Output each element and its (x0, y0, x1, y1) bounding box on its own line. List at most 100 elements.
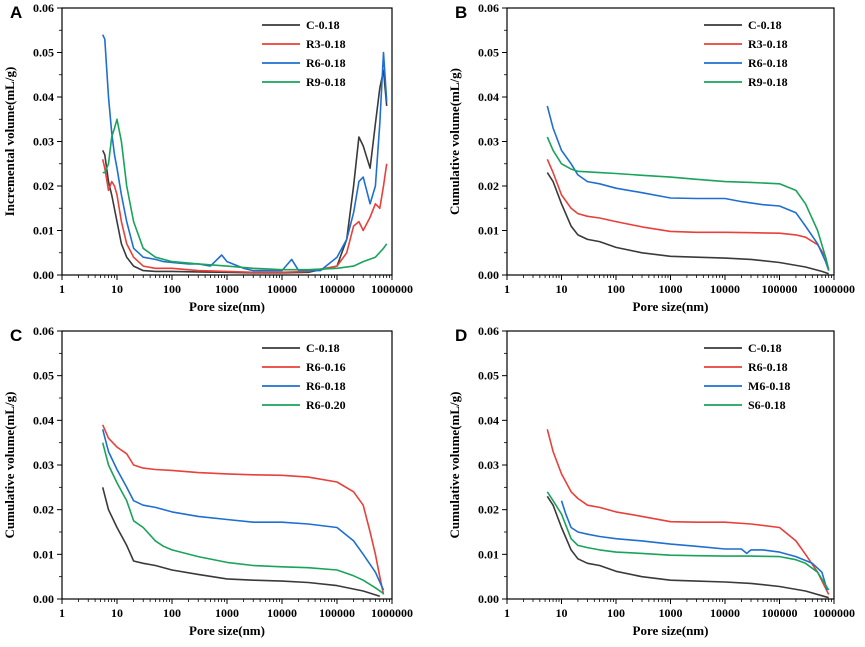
series-line-r6-0.18 (101, 34, 388, 272)
x-tick-label: 10000 (710, 282, 740, 296)
x-tick-label: 1 (504, 606, 510, 620)
y-tick-label: 0.04 (33, 413, 54, 427)
y-tick-label: 0.04 (478, 413, 499, 427)
y-tick-label: 0.02 (478, 503, 499, 517)
x-tick-label: 1000 (659, 282, 683, 296)
y-tick-label: 0.06 (478, 1, 499, 15)
legend-label: R6-0.16 (306, 360, 346, 374)
y-tick-label: 0.02 (478, 179, 499, 193)
x-tick-label: 100000 (319, 282, 355, 296)
panel-d: D 1 10 100 1000 10000 100000 1000000 0.00 0.01 0.0… (447, 324, 855, 638)
y-tick-label: 0.05 (33, 46, 54, 60)
legend-label: C-0.18 (306, 341, 340, 355)
x-tick-label: 100000 (762, 282, 798, 296)
x-tick-label: 10 (111, 282, 123, 296)
y-tick-label: 0.00 (33, 592, 54, 606)
x-tick-label: 100 (163, 282, 181, 296)
series-line-c-0.18 (101, 487, 381, 598)
legend-label: C-0.18 (748, 341, 782, 355)
y-tick-label: 0.04 (33, 90, 54, 104)
y-tick-label: 0.03 (33, 458, 54, 472)
x-tick-label: 100000 (319, 606, 355, 620)
panel-letter: D (455, 326, 467, 345)
legend-label: C-0.18 (306, 18, 340, 32)
x-tick-label: 1000000 (813, 606, 855, 620)
y-tick-label: 0.05 (33, 369, 54, 383)
x-tick-label: 1000000 (813, 282, 855, 296)
series-line-r6-0.18 (101, 429, 385, 591)
x-tick-label: 10 (556, 282, 568, 296)
x-tick-label: 1 (59, 282, 65, 296)
legend-label: M6-0.18 (748, 379, 790, 393)
legend-label: R9-0.18 (306, 75, 346, 89)
y-tick-label: 0.01 (33, 547, 54, 561)
series-line-m6-0.18 (560, 500, 828, 591)
legend-label: R6-0.18 (748, 360, 788, 374)
series-line-r9-0.18 (102, 118, 388, 271)
legend-label: R3-0.18 (306, 37, 346, 51)
legend-label: S6-0.18 (748, 398, 786, 412)
y-axis-title: Cumulative volume(mL/g) (447, 68, 462, 215)
y-tick-label: 0.06 (33, 1, 54, 15)
series-line-c-0.18 (546, 172, 829, 275)
y-tick-label: 0.02 (33, 503, 54, 517)
y-tick-label: 0.06 (33, 324, 54, 338)
series-line-c-0.18 (101, 69, 388, 274)
y-tick-label: 0.00 (478, 592, 499, 606)
x-tick-label: 10 (556, 606, 568, 620)
x-tick-label: 1 (59, 606, 65, 620)
y-tick-label: 0.03 (478, 135, 499, 149)
y-tick-label: 0.02 (33, 179, 54, 193)
legend-label: R6-0.18 (306, 56, 346, 70)
legend-label: C-0.18 (748, 18, 782, 32)
x-axis-title: Pore size(nm) (189, 623, 265, 638)
x-tick-label: 1000000 (371, 282, 413, 296)
panel-letter: A (10, 3, 22, 22)
x-tick-label: 100 (607, 282, 625, 296)
series-line-r3-0.18 (546, 158, 830, 270)
x-tick-label: 100 (607, 606, 625, 620)
panel-letter: B (455, 3, 467, 22)
panel-letter: C (10, 326, 22, 345)
panel-b: B 1 10 100 1000 10000 100000 1000000 0.00 0.01 0.0… (447, 1, 855, 314)
y-tick-label: 0.05 (478, 369, 499, 383)
y-tick-label: 0.00 (33, 268, 54, 282)
x-tick-label: 10000 (267, 282, 297, 296)
series-line-r6-0.18 (546, 429, 830, 595)
y-tick-label: 0.05 (478, 46, 499, 60)
y-axis-title: Incremental volume(mL/g) (2, 67, 17, 217)
x-tick-label: 10 (111, 606, 123, 620)
x-axis-title: Pore size(nm) (189, 299, 265, 314)
legend-label: R9-0.18 (748, 75, 788, 89)
legend-label: R3-0.18 (748, 37, 788, 51)
y-axis-title: Cumulative volume(mL/g) (2, 392, 17, 539)
x-tick-label: 1000 (215, 282, 239, 296)
x-tick-label: 100000 (762, 606, 798, 620)
x-tick-label: 100 (163, 606, 181, 620)
y-tick-label: 0.03 (33, 135, 54, 149)
x-tick-label: 1000000 (371, 606, 413, 620)
x-tick-label: 1000 (659, 606, 683, 620)
legend-label: R6-0.18 (748, 56, 788, 70)
x-tick-label: 1000 (215, 606, 239, 620)
series-line-r3-0.18 (101, 159, 388, 274)
y-tick-label: 0.01 (478, 547, 499, 561)
x-tick-label: 10000 (710, 606, 740, 620)
y-tick-label: 0.01 (478, 224, 499, 238)
y-tick-label: 0.04 (478, 90, 499, 104)
legend-label: R6-0.20 (306, 398, 346, 412)
panel-c: C 1 10 100 1000 10000 100000 1000000 0.00 0.01 0.0… (2, 324, 413, 638)
panel-a: A 1 10 100 1000 10000 100000 1000000 0.00 0.01 0.0… (2, 1, 413, 314)
x-tick-label: 1 (504, 282, 510, 296)
series-line-r6-0.20 (101, 442, 384, 595)
x-axis-title: Pore size(nm) (633, 299, 709, 314)
y-tick-label: 0.00 (478, 268, 499, 282)
series-line-c-0.18 (546, 495, 829, 599)
legend-label: R6-0.18 (306, 379, 346, 393)
y-tick-label: 0.01 (33, 224, 54, 238)
series-line-s6-0.18 (546, 491, 830, 591)
x-axis-title: Pore size(nm) (633, 623, 709, 638)
series-line-r9-0.18 (546, 136, 830, 271)
y-axis-title: Cumulative volume(mL/g) (447, 392, 462, 539)
series-line-r6-0.18 (546, 105, 830, 271)
